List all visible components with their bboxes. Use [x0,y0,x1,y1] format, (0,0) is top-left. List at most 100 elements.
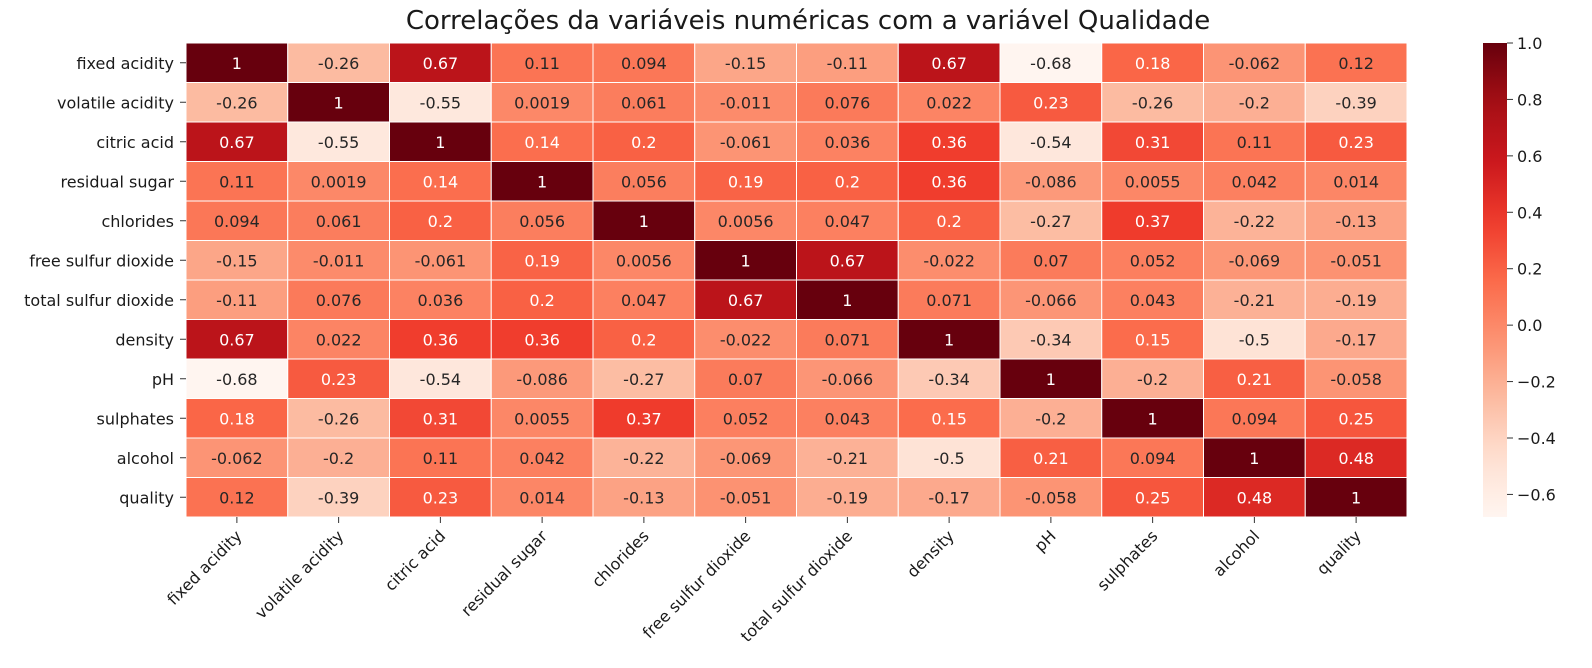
heatmap-cell [287,477,390,518]
heatmap-cell [999,279,1103,320]
heatmap-cell [694,82,797,123]
heatmap-cell [287,200,390,241]
cell-value-label: -0.19 [1335,291,1376,310]
heatmap-cell [389,398,492,439]
cell-value-label: 1 [1249,449,1259,468]
heatmap-cell [592,477,696,518]
x-tick-label: volatile acidity [251,526,347,622]
cell-value-label: -0.2 [323,449,354,468]
heatmap-cell [796,240,899,281]
cell-value-label: 0.12 [1338,54,1374,73]
heatmap-cells: 1 -0.26 0.67 0.11 0.094 -0.15 -0.11 0.67 -0.68 0.… [185,42,1408,518]
heatmap-cell [897,42,1001,83]
heatmap-cell [694,279,797,320]
heatmap-cell [999,161,1103,202]
cell-value-label: 0.48 [1237,488,1273,507]
heatmap-cell [1101,42,1204,83]
heatmap-cell [592,161,696,202]
cell-value-label: -0.39 [318,488,359,507]
cell-value-label: 0.48 [1338,449,1374,468]
heatmap-cell [592,279,696,320]
cell-value-label: 0.11 [1237,133,1273,152]
colorbar-gradient [1483,43,1507,517]
cell-value-label: 0.23 [1338,133,1374,152]
cell-value-label: 0.31 [423,409,459,428]
cell-value-label: 0.25 [1135,488,1171,507]
heatmap-cell [999,319,1103,360]
heatmap-cell [796,319,899,360]
cell-value-label: -0.54 [420,370,461,389]
cell-value-label: 0.047 [824,212,870,231]
cell-value-label: 0.061 [316,212,362,231]
cell-value-label: -0.17 [928,488,969,507]
heatmap-cell [796,200,899,241]
cell-value-label: 0.052 [1130,251,1176,270]
cell-value-label: -0.062 [211,449,263,468]
cell-value-label: 0.094 [1130,449,1176,468]
cell-value-label: -0.19 [827,488,868,507]
cell-value-label: 0.18 [219,409,255,428]
cell-value-label: 0.036 [417,291,463,310]
x-tick-label: chlorides [588,526,653,591]
cell-value-label: -0.051 [1330,251,1382,270]
cell-value-label: 1 [1046,370,1056,389]
heatmap-cell [1304,319,1408,360]
colorbar-tick-label: −0.2 [1517,373,1556,392]
cell-value-label: 1 [944,330,954,349]
heatmap-cell [796,437,899,478]
cell-value-label: 0.071 [926,291,972,310]
heatmap-cell [592,358,696,399]
heatmap-cell [490,200,594,241]
cell-value-label: -0.061 [415,251,467,270]
cell-value-label: -0.086 [516,370,568,389]
heatmap-cell [389,358,492,399]
heatmap-cell [1304,161,1408,202]
y-tick-label: alcohol [117,449,174,468]
heatmap-cell [1304,42,1408,83]
cell-value-label: 0.076 [316,291,362,310]
cell-value-label: 0.23 [423,488,459,507]
cell-value-label: 0.67 [728,291,764,310]
cell-value-label: 0.2 [936,212,961,231]
x-tick-label: citric acid [381,526,449,594]
cell-value-label: -0.11 [216,291,257,310]
cell-value-label: 0.36 [931,172,967,191]
cell-value-label: 0.11 [524,54,560,73]
heatmap-cell [389,82,492,123]
heatmap-cell [694,121,797,162]
cell-value-label: -0.011 [720,93,772,112]
cell-value-label: 1 [334,93,344,112]
heatmap-cell [185,319,289,360]
heatmap-cell [1101,279,1204,320]
colorbar-tick-label: 0.6 [1517,147,1542,166]
cell-value-label: 0.014 [1333,172,1379,191]
heatmap-cell [389,42,492,83]
heatmap-cell [1203,161,1306,202]
cell-value-label: 0.094 [214,212,260,231]
cell-value-label: -0.22 [1234,212,1275,231]
x-tick-label: residual sugar [457,526,551,620]
heatmap-cell [490,279,594,320]
cell-value-label: 0.07 [728,370,764,389]
heatmap-cell [287,42,390,83]
colorbar-tick-label: −0.6 [1517,485,1556,504]
cell-value-label: -0.2 [1239,93,1270,112]
x-tick-label: fixed acidity [163,526,245,608]
cell-value-label: 0.11 [423,449,459,468]
heatmap-cell [897,358,1001,399]
heatmap-cell [185,82,289,123]
heatmap-cell [287,319,390,360]
y-tick-label: density [115,330,174,349]
heatmap-cell [999,42,1103,83]
cell-value-label: 0.19 [728,172,764,191]
cell-value-label: 0.15 [931,409,967,428]
colorbar: 1.0 0.8 0.6 0.4 0.2 0.0 −0.2 −0.4 −0.6 [1483,34,1556,517]
heatmap-cell [1304,437,1408,478]
cell-value-label: -0.058 [1025,488,1077,507]
heatmap-cell [999,82,1103,123]
y-tick-label: total sulfur dioxide [24,291,174,310]
cell-value-label: -0.5 [934,449,965,468]
cell-value-label: 0.18 [1135,54,1171,73]
heatmap-cell [694,398,797,439]
